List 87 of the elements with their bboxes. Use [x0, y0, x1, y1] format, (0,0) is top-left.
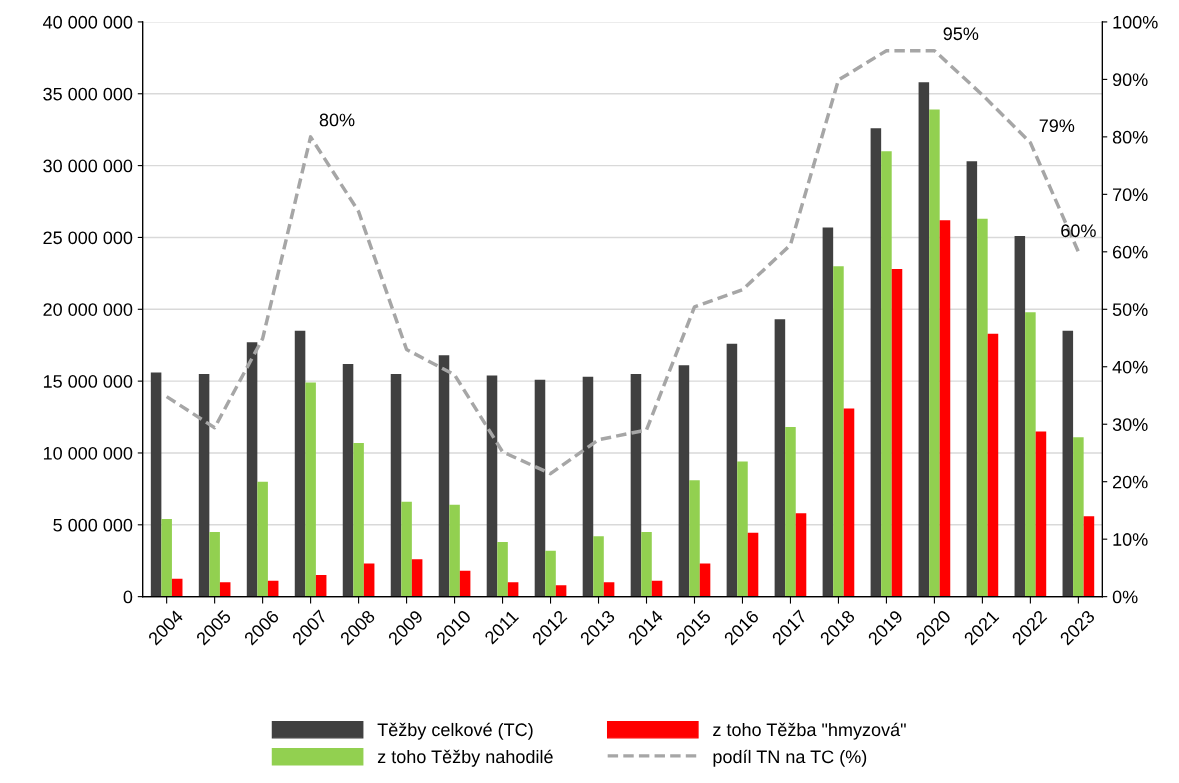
bar	[651, 580, 663, 597]
y-tick-label: 40 000 000	[42, 15, 133, 29]
y2-tick-label: 80%	[1112, 130, 1148, 144]
bar	[294, 330, 306, 597]
bar	[977, 218, 988, 597]
bar	[881, 151, 892, 597]
bar	[785, 427, 796, 597]
y2-tick-label: 100%	[1113, 15, 1158, 29]
bar	[987, 333, 999, 597]
bar	[689, 480, 700, 597]
bar	[822, 227, 834, 597]
bar	[507, 582, 519, 597]
bar	[699, 563, 711, 597]
bar	[918, 82, 930, 597]
y2-tick-label: 0%	[1112, 590, 1138, 604]
bar	[1025, 312, 1036, 597]
bar	[593, 536, 604, 597]
bar	[390, 373, 402, 597]
bar	[891, 269, 903, 597]
y-tick-label: 0	[123, 590, 133, 604]
y-tick-label: 10 000 000	[43, 446, 133, 460]
bar	[555, 585, 567, 597]
y2-tick-label: 70%	[1113, 188, 1148, 202]
data-label: 79%	[1039, 119, 1075, 133]
bar	[411, 559, 423, 597]
bar	[497, 542, 508, 597]
legend-label: Těžby celkové (TC)	[377, 722, 533, 740]
bar	[401, 501, 412, 597]
bar	[438, 355, 450, 597]
y-tick-label: 30 000 000	[43, 159, 133, 173]
bar	[449, 504, 460, 597]
bar	[833, 266, 844, 597]
bar	[603, 582, 615, 597]
y2-tick-label: 10%	[1113, 533, 1148, 546]
bar	[209, 531, 220, 597]
bar	[582, 376, 594, 597]
bar	[929, 109, 940, 597]
bar	[305, 382, 316, 597]
bar	[843, 408, 855, 597]
y-tick-label: 5 000 000	[53, 518, 133, 532]
bar	[1014, 236, 1026, 597]
bar	[678, 365, 690, 597]
bar	[150, 372, 162, 597]
bar	[545, 550, 556, 597]
legend-label: podíl TN na TC (%)	[713, 749, 867, 767]
data-label: 95%	[943, 27, 979, 41]
y2-tick-label: 60%	[1113, 245, 1148, 259]
y-tick-label: 20 000 000	[43, 303, 133, 317]
bar	[459, 570, 471, 597]
bar	[1035, 431, 1047, 597]
bar	[641, 531, 652, 597]
bar	[939, 220, 951, 597]
bar	[737, 461, 748, 597]
y2-tick-label: 40%	[1112, 360, 1148, 374]
y2-tick-label: 50%	[1112, 303, 1148, 317]
bar	[1073, 437, 1084, 597]
bar	[726, 343, 738, 597]
y-tick-label: 25 000 000	[43, 231, 133, 245]
bar	[257, 481, 268, 597]
bar	[315, 575, 327, 597]
bar	[1062, 330, 1074, 597]
bar	[342, 363, 354, 597]
y2-tick-label: 30%	[1112, 418, 1148, 431]
y2-tick-label: 20%	[1113, 475, 1148, 489]
bar	[161, 519, 172, 597]
bar	[486, 375, 498, 597]
legend-label: z toho Těžby nahodilé	[377, 749, 553, 767]
bar	[219, 582, 231, 597]
y-tick-label: 35 000 000	[43, 87, 133, 101]
y-tick-label: 15 000 000	[43, 375, 133, 388]
bar	[870, 128, 882, 597]
bar	[246, 342, 258, 597]
bar	[267, 580, 279, 597]
bar	[774, 319, 786, 597]
bar	[363, 563, 375, 597]
bar	[198, 373, 210, 597]
bar	[353, 442, 364, 597]
legend-label: z toho Těžba "hmyzová"	[713, 722, 906, 740]
bar	[630, 373, 642, 597]
bar	[795, 513, 807, 597]
bar	[1083, 516, 1095, 597]
bar	[747, 532, 759, 597]
data-label: 80%	[319, 113, 355, 127]
data-label: 60%	[1061, 224, 1096, 238]
y2-tick-label: 90%	[1112, 73, 1148, 87]
bar	[534, 379, 546, 597]
bar	[966, 161, 978, 597]
